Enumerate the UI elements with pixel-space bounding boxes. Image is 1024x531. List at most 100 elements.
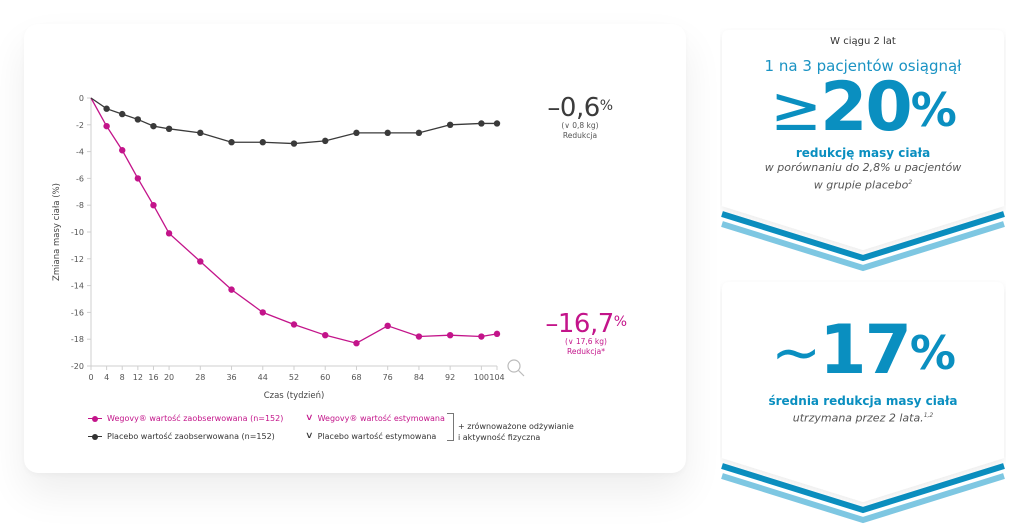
y-tick-label: -6 (76, 174, 84, 183)
placebo-point (119, 110, 126, 118)
wegovy-point (353, 340, 360, 347)
legend-placebo-estimated: ∨ Placebo wartość estymowana (305, 431, 437, 442)
wegovy-result-value: –16,7 (545, 309, 614, 339)
x-tick-label: 68 (351, 373, 361, 382)
y-tick-label: -12 (71, 255, 84, 264)
x-tick-label: 12 (133, 373, 143, 382)
wegovy-point (384, 322, 391, 329)
legend-label: Placebo wartość estymowana (317, 432, 437, 441)
x-tick-label: 100 (474, 373, 489, 382)
y-tick-label: 0 (79, 94, 84, 103)
chart-card (24, 24, 686, 473)
placebo-result-unit: % (599, 98, 613, 114)
placebo-point (134, 116, 142, 123)
tilde-sign: ~ (770, 318, 821, 388)
y-tick-label: -16 (71, 308, 84, 317)
y-tick-label: -18 (71, 335, 84, 344)
wegovy-point (134, 175, 142, 182)
wegovy-point (415, 333, 423, 340)
placebo-point (150, 122, 157, 130)
y-tick-label: -4 (76, 148, 84, 157)
panel-muted: utrzymana przez 2 lata. (792, 411, 924, 425)
wegovy-result-kg: (∨ 17,6 kg) (565, 337, 607, 346)
x-tick-label: 60 (320, 373, 330, 382)
x-axis-title: Czas (tydzień) (264, 391, 325, 400)
placebo-result: –0,6% (∨ 0,8 kg) Redukcja (540, 95, 620, 141)
hero-unit: % (909, 326, 956, 380)
hero-number: 20 (820, 68, 913, 147)
hero-number: 17 (819, 311, 912, 390)
panel-stripe-light (721, 473, 1005, 524)
panel-hero-stat: ~17% (720, 317, 1006, 388)
wegovy-point (228, 286, 235, 293)
panel-background (722, 30, 1004, 250)
y-tick-label: -14 (71, 282, 84, 291)
y-tick-label: -8 (76, 201, 84, 210)
panel-strong: średnia redukcja masy ciała (768, 394, 958, 408)
panel-hero-stat: ≥20% (720, 72, 1006, 145)
placebo-point (493, 120, 501, 127)
wegovy-point (197, 258, 204, 265)
placebo-result-value: –0,6 (547, 93, 600, 123)
magenta-marker-icon (88, 415, 102, 423)
placebo-point (353, 129, 360, 137)
wegovy-result-label: Redukcja* (567, 347, 605, 356)
x-tick-label: 0 (88, 373, 93, 382)
panel-eyebrow: W ciągu 2 lat (830, 36, 896, 47)
panel-muted-line2: w grupie placebo (813, 178, 909, 192)
wegovy-point (119, 147, 126, 154)
x-tick-label: 28 (195, 373, 205, 382)
legend-note-line2: i aktywność fizyczna (458, 433, 541, 442)
x-tick-label: 52 (289, 373, 299, 382)
y-tick-label: -20 (71, 362, 84, 371)
x-tick-label: 104 (489, 373, 504, 382)
wegovy-point (478, 333, 485, 340)
placebo-point (197, 129, 204, 137)
chevron-down-icon: ∨ (305, 431, 314, 441)
wegovy-point (446, 331, 454, 339)
x-tick-label: 36 (226, 373, 236, 382)
dark-marker-icon (88, 433, 102, 441)
x-tick-label: 92 (445, 373, 455, 382)
wegovy-result-unit: % (613, 314, 627, 330)
placebo-point (228, 139, 235, 146)
x-tick-label: 16 (148, 373, 158, 382)
panel-stripe-dark (721, 211, 1005, 262)
wegovy-point (493, 330, 501, 338)
placebo-point (322, 137, 329, 145)
panel-muted-line1: w porównaniu do 2,8% u pacjentów (764, 161, 962, 174)
legend-label: Placebo wartość zaobserwowana (n=152) (107, 432, 275, 441)
panel-background (722, 282, 1004, 502)
wegovy-point (259, 309, 266, 316)
placebo-point (478, 120, 485, 127)
wegovy-point (150, 202, 157, 209)
panel-chevron-shape (721, 282, 1005, 524)
greater-equal-sign: ≥ (770, 72, 822, 145)
wegovy-line (90, 97, 498, 344)
wegovy-point (322, 331, 329, 339)
placebo-point (415, 129, 423, 137)
y-axis-title: Zmiana masy ciała (%) (52, 183, 62, 281)
placebo-point (446, 121, 454, 128)
placebo-point (259, 139, 266, 146)
stat-panel-20-percent: W ciągu 2 lat 1 na 3 pacjentów osiągnął … (720, 28, 1006, 273)
panel-lead: 1 na 3 pacjentów osiągnął (764, 57, 962, 75)
panel-strong: redukcję masy ciała (795, 146, 931, 160)
placebo-point (165, 125, 173, 133)
legend-bracket (447, 413, 454, 441)
wegovy-point (165, 230, 173, 237)
hero-unit: % (910, 83, 957, 137)
footnote-ref: 1,2 (923, 412, 934, 419)
x-tick-label: 8 (120, 373, 125, 382)
placebo-point (384, 129, 391, 137)
x-tick-label: 84 (414, 373, 424, 382)
magnifier-icon[interactable] (507, 359, 525, 377)
wegovy-point (103, 122, 110, 130)
legend-label: Wegovy® wartość zaobserwowana (n=152) (107, 414, 284, 423)
legend-label: Wegovy® wartość estymowana (317, 414, 445, 423)
x-tick-label: 4 (104, 373, 109, 382)
placebo-result-kg: (∨ 0,8 kg) (561, 121, 599, 130)
x-tick-label: 44 (258, 373, 268, 382)
x-tick-label: 20 (164, 373, 174, 382)
y-tick-label: -10 (71, 228, 84, 237)
